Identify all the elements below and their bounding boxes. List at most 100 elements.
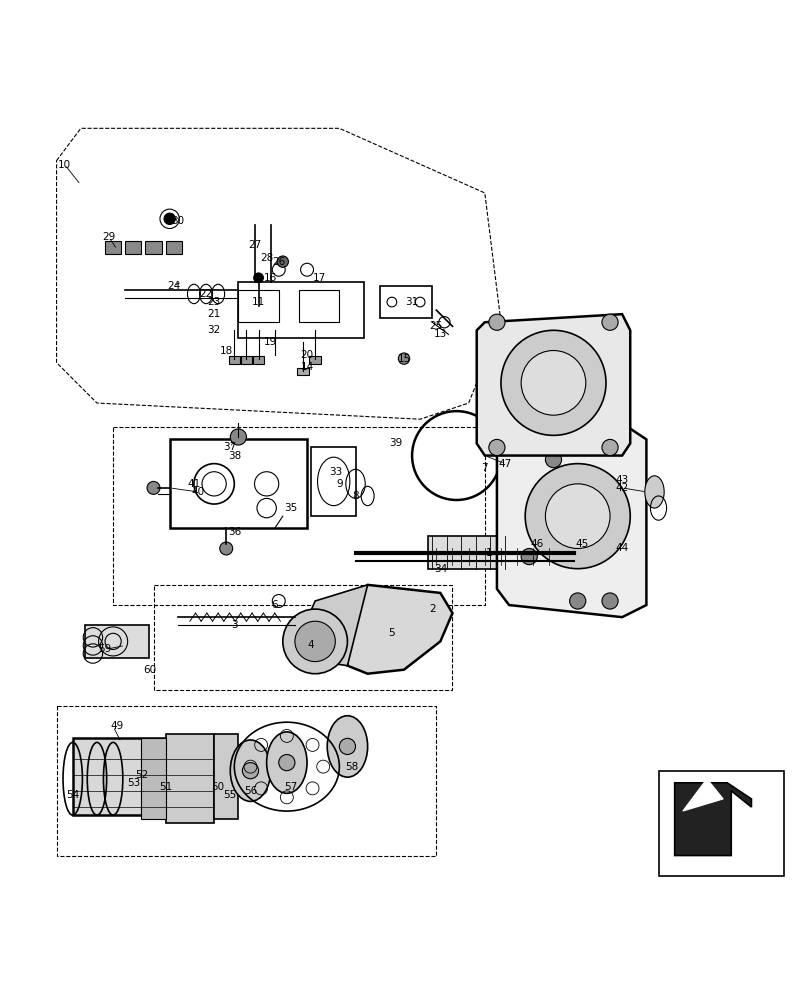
Bar xyxy=(229,356,240,364)
Text: 20: 20 xyxy=(301,350,314,360)
Text: 51: 51 xyxy=(159,782,172,792)
Bar xyxy=(238,282,364,338)
Text: 56: 56 xyxy=(244,786,257,796)
Ellipse shape xyxy=(327,716,368,777)
Text: 32: 32 xyxy=(208,325,221,335)
Circle shape xyxy=(230,429,246,445)
Circle shape xyxy=(489,439,505,456)
Circle shape xyxy=(570,593,586,609)
Bar xyxy=(253,356,264,364)
Circle shape xyxy=(602,314,618,330)
Text: 2: 2 xyxy=(429,604,436,614)
Bar xyxy=(380,286,432,318)
Ellipse shape xyxy=(645,476,664,508)
Text: 11: 11 xyxy=(252,297,265,307)
Circle shape xyxy=(277,256,288,267)
Bar xyxy=(141,738,166,819)
Circle shape xyxy=(545,484,610,548)
Bar xyxy=(241,356,252,364)
Text: 30: 30 xyxy=(171,216,184,226)
Circle shape xyxy=(164,213,175,224)
Text: 57: 57 xyxy=(284,782,297,792)
Polygon shape xyxy=(497,423,646,617)
Text: 53: 53 xyxy=(127,778,140,788)
Text: 47: 47 xyxy=(499,459,511,469)
Text: 13: 13 xyxy=(434,329,447,339)
Circle shape xyxy=(295,621,335,662)
Text: 52: 52 xyxy=(135,770,148,780)
Circle shape xyxy=(279,755,295,771)
Bar xyxy=(125,241,141,254)
Ellipse shape xyxy=(267,732,307,793)
Text: 3: 3 xyxy=(231,620,238,630)
Circle shape xyxy=(521,548,537,565)
Bar xyxy=(105,241,121,254)
Bar xyxy=(309,356,321,364)
Text: 50: 50 xyxy=(212,782,225,792)
Bar xyxy=(299,290,339,322)
Text: 7: 7 xyxy=(482,463,488,473)
Circle shape xyxy=(525,464,630,569)
Text: 40: 40 xyxy=(191,487,204,497)
Text: 14: 14 xyxy=(301,362,314,372)
Bar xyxy=(428,536,517,569)
Text: 46: 46 xyxy=(531,539,544,549)
Bar xyxy=(311,447,356,516)
Text: 54: 54 xyxy=(66,790,79,800)
Circle shape xyxy=(602,439,618,456)
Text: 35: 35 xyxy=(284,503,297,513)
Bar xyxy=(214,734,238,819)
Bar xyxy=(145,241,162,254)
Text: 15: 15 xyxy=(398,354,410,364)
Text: 16: 16 xyxy=(264,273,277,283)
Text: 41: 41 xyxy=(187,479,200,489)
Text: 25: 25 xyxy=(430,321,443,331)
Text: 37: 37 xyxy=(224,442,237,452)
Polygon shape xyxy=(291,585,368,666)
Text: 49: 49 xyxy=(111,721,124,731)
Text: 58: 58 xyxy=(345,762,358,772)
Circle shape xyxy=(147,481,160,494)
Circle shape xyxy=(254,273,263,283)
Text: 59: 59 xyxy=(99,644,112,654)
Bar xyxy=(166,734,214,823)
Text: 39: 39 xyxy=(389,438,402,448)
Bar xyxy=(659,771,784,876)
Circle shape xyxy=(545,452,562,468)
Polygon shape xyxy=(683,779,723,811)
Text: 6: 6 xyxy=(271,600,278,610)
Text: 21: 21 xyxy=(208,309,221,319)
Circle shape xyxy=(242,763,259,779)
Text: 24: 24 xyxy=(167,281,180,291)
Text: 45: 45 xyxy=(575,539,588,549)
Text: 31: 31 xyxy=(406,297,419,307)
Text: 18: 18 xyxy=(220,346,233,356)
Text: 60: 60 xyxy=(143,665,156,675)
Text: 17: 17 xyxy=(313,273,326,283)
Text: 1: 1 xyxy=(486,548,492,558)
Ellipse shape xyxy=(230,740,271,801)
Circle shape xyxy=(602,593,618,609)
Text: 34: 34 xyxy=(434,564,447,574)
Text: 38: 38 xyxy=(228,451,241,461)
Text: 42: 42 xyxy=(616,483,629,493)
Text: 23: 23 xyxy=(208,297,221,307)
Text: 33: 33 xyxy=(329,467,342,477)
Bar xyxy=(170,439,307,528)
Circle shape xyxy=(501,330,606,435)
Polygon shape xyxy=(675,783,751,856)
Circle shape xyxy=(398,353,410,364)
Text: 5: 5 xyxy=(389,628,395,638)
Circle shape xyxy=(283,609,347,674)
Circle shape xyxy=(489,314,505,330)
Bar xyxy=(297,368,309,375)
Text: 36: 36 xyxy=(228,527,241,537)
Text: 8: 8 xyxy=(352,491,359,501)
Bar xyxy=(238,290,279,322)
Polygon shape xyxy=(477,314,630,456)
Text: 9: 9 xyxy=(336,479,343,489)
Text: 27: 27 xyxy=(248,240,261,250)
Text: 19: 19 xyxy=(264,337,277,347)
Text: 4: 4 xyxy=(308,640,314,650)
Bar xyxy=(166,241,182,254)
